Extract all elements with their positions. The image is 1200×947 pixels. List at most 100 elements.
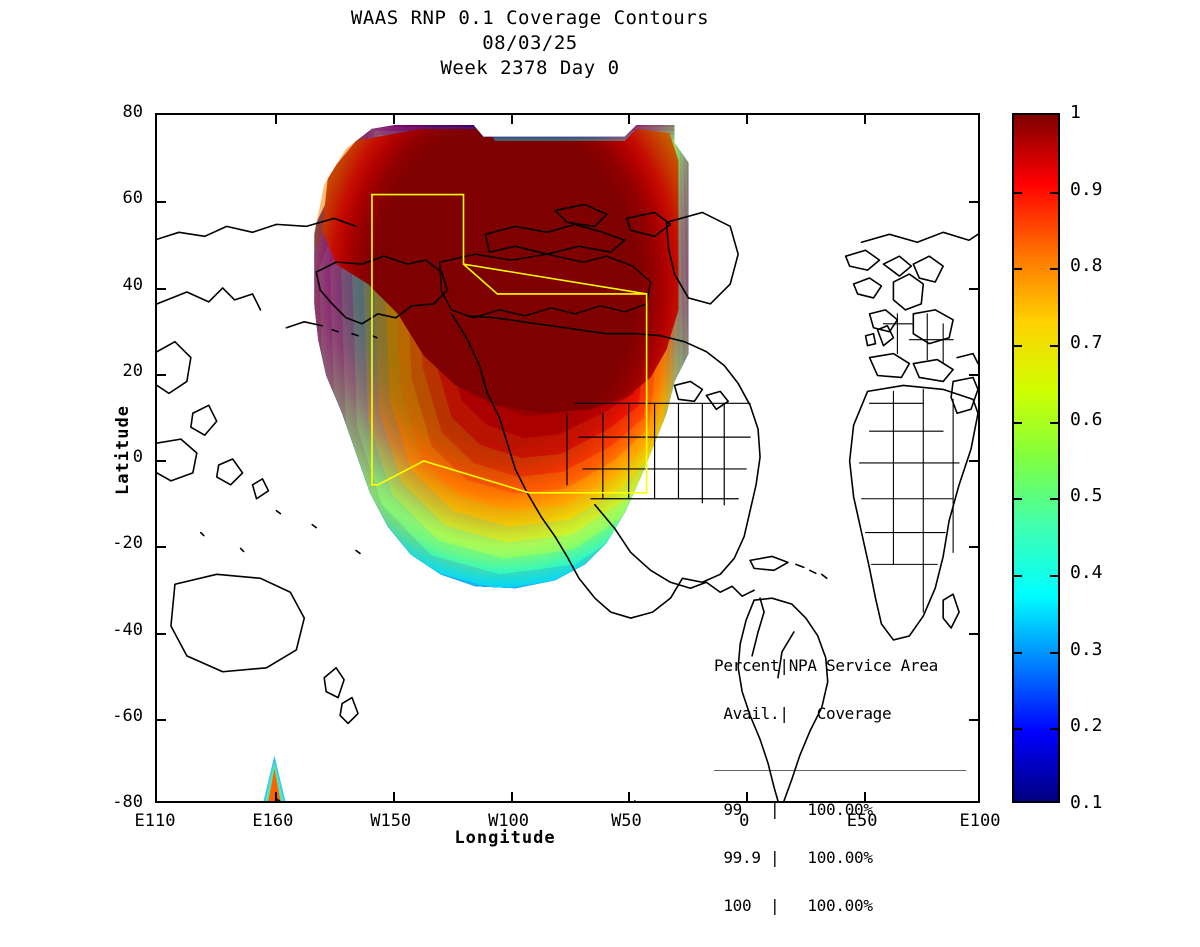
colorbar-tick	[1014, 728, 1022, 731]
x-axis-tick	[864, 115, 867, 124]
x-axis-tick	[510, 115, 513, 124]
x-axis-tick	[628, 792, 631, 801]
y-axis-label: -20	[112, 533, 143, 554]
stats-coverage-1: 100.00%	[807, 848, 873, 867]
stats-subheader-row: Avail.| Coverage	[723, 704, 892, 723]
colorbar-label: 0.4	[1070, 562, 1103, 583]
title-block: WAAS RNP 0.1 Coverage Contours 08/03/25 …	[0, 6, 1060, 81]
x-axis-tick	[392, 115, 395, 124]
y-axis-tick	[157, 201, 166, 204]
colorbar-tick	[1050, 575, 1058, 577]
colorbar-label: 1	[1070, 102, 1081, 123]
chart-date: 08/03/25	[482, 32, 578, 54]
stats-coverage-0: 100.00%	[807, 800, 873, 819]
colorbar-label: 0.1	[1070, 792, 1103, 813]
y-axis-label: 20	[122, 360, 143, 381]
colorbar-tick	[1014, 498, 1022, 501]
colorbar-tick	[1050, 345, 1058, 347]
x-axis-label: E160	[252, 811, 294, 831]
colorbar-tick	[1014, 421, 1022, 424]
colorbar-tick	[1014, 651, 1022, 654]
map-plot-area: W.J.H. FAA Technical Center WAAS Test Te…	[155, 113, 980, 803]
y-axis-tick	[157, 373, 166, 376]
x-axis-tick	[746, 115, 749, 124]
stats-rule: ___________________________	[714, 752, 966, 771]
colorbar-label: 0.3	[1070, 638, 1103, 660]
colorbar-label: 0.2	[1070, 715, 1103, 737]
y-axis-tick	[157, 718, 166, 721]
y-axis-tick	[969, 201, 978, 204]
x-axis-tick	[510, 792, 513, 801]
x-axis-label: W50	[611, 811, 642, 831]
stats-coverage-2: 100.00%	[807, 896, 873, 915]
npa-service-area-polygon	[371, 193, 648, 494]
x-axis-tick	[864, 792, 867, 801]
colorbar-tick	[1050, 728, 1058, 731]
chart-title: WAAS RNP 0.1 Coverage Contours	[350, 7, 710, 29]
y-axis-tick	[157, 632, 166, 635]
x-axis-label: E50	[846, 811, 878, 831]
y-axis-label: 80	[122, 102, 143, 122]
y-axis-label: 40	[122, 274, 143, 295]
x-axis-tick	[274, 115, 277, 124]
x-axis-tick	[746, 792, 749, 801]
stats-subheader-left: Avail.	[723, 704, 780, 723]
colorbar-label: 0.7	[1070, 332, 1103, 353]
stats-avail-2: 100	[723, 896, 752, 915]
y-axis-tick	[969, 373, 978, 376]
colorbar-tick	[1050, 268, 1058, 271]
y-axis-label: 60	[122, 188, 143, 209]
x-axis-label: W150	[370, 811, 412, 831]
colorbar-label: 0.6	[1070, 408, 1103, 430]
world-coastlines	[157, 203, 978, 801]
colorbar-tick	[1050, 498, 1058, 501]
coverage-contour-field	[314, 124, 689, 589]
colorbar-tick	[1014, 191, 1022, 194]
stats-avail-1: 99.9	[723, 848, 761, 867]
stats-avail-0: 99	[723, 800, 743, 819]
credit-line-1: W.J.H. FAA Technical Center	[332, 800, 511, 801]
y-axis-label: -60	[112, 705, 143, 726]
table-row: 99 | 100.00%	[723, 800, 873, 819]
x-axis-label: 0	[739, 811, 750, 831]
chart-canvas: WAAS RNP 0.1 Coverage Contours 08/03/25 …	[0, 6, 1103, 914]
y-axis-tick	[157, 460, 166, 462]
npa-stats-table: Percent|NPA Service Area Avail.| Coverag…	[714, 626, 966, 946]
colorbar-label: 0.8	[1070, 255, 1103, 277]
y-axis-label: 0	[132, 447, 143, 467]
y-axis-tick	[157, 546, 166, 549]
y-axis-tick	[969, 287, 978, 290]
x-axis-title: Longitude	[454, 828, 556, 848]
colorbar-tick	[1014, 268, 1022, 271]
y-axis-label: -40	[112, 619, 143, 640]
credit-text: W.J.H. FAA Technical Center WAAS Test Te…	[332, 799, 511, 801]
colorbar-tick	[1050, 191, 1058, 194]
stats-header-right: NPA Service Area	[788, 656, 939, 675]
x-axis-label: E110	[134, 811, 176, 831]
colorbar-tick	[1050, 421, 1058, 424]
chart-week-day: Week 2378 Day 0	[440, 57, 620, 79]
colorbar-tick	[1014, 575, 1022, 577]
antarctic-coverage-spike	[263, 755, 286, 801]
y-axis-tick	[157, 287, 166, 290]
x-axis-label: W100	[488, 811, 530, 831]
colorbar-gradient	[1014, 115, 1058, 801]
stats-subheader-right: Coverage	[816, 704, 892, 723]
x-axis-tick	[628, 115, 631, 124]
colorbar	[1012, 113, 1060, 803]
stats-header-left: Percent	[714, 656, 780, 675]
colorbar-tick	[1050, 651, 1058, 654]
table-row: 99.9 | 100.00%	[723, 848, 873, 867]
stats-header-row: Percent|NPA Service Area	[714, 656, 939, 675]
x-axis-label: E100	[959, 811, 1001, 831]
y-axis-tick	[969, 632, 978, 635]
colorbar-label: 0.9	[1070, 178, 1103, 200]
y-axis-tick	[969, 460, 978, 462]
colorbar-tick	[1014, 345, 1022, 347]
y-axis-tick	[969, 718, 978, 721]
table-row: 100 | 100.00%	[723, 896, 873, 915]
y-axis-label: -80	[112, 792, 143, 812]
map-layer	[157, 124, 978, 801]
colorbar-label: 0.5	[1070, 485, 1103, 507]
x-axis-tick	[274, 792, 277, 801]
